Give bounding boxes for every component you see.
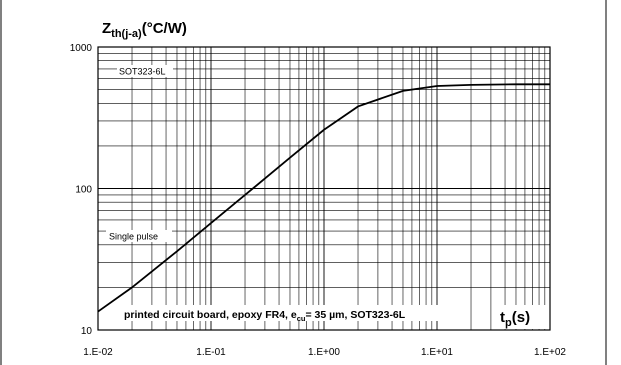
y-axis-label: Zth(j-a)(°C/W): [102, 20, 187, 40]
x-tick-label: 1.E-02: [83, 347, 113, 358]
y-axis-label-main: Z: [102, 20, 111, 37]
curve-label-bg: [106, 230, 172, 242]
x-tick-label: 1.E+02: [534, 347, 566, 358]
series-line: [97, 83, 550, 313]
x-axis-label-main: t: [500, 309, 505, 326]
x-axis-label-bg: [496, 305, 548, 329]
x-tick-label: 1.E+00: [308, 347, 340, 358]
package-label: SOT323-6L: [119, 67, 166, 77]
x-axis-label: tp(s): [500, 309, 530, 329]
grid: [98, 47, 550, 330]
tick-labels: 1.E-02 1.E-01 1.E+00 1.E+01 1.E+02 10 100 1000: [70, 43, 567, 358]
x-axis-label-unit: (s): [512, 309, 530, 326]
condition-label: printed circuit board, epoxy FR4, ecu= 3…: [124, 309, 406, 323]
x-axis-label-sub: p: [505, 317, 512, 329]
package-label-bg: [117, 65, 173, 77]
condition-label-bg: [120, 305, 460, 321]
curve-label: Single pulse: [109, 232, 158, 242]
y-tick-label: 100: [75, 185, 92, 196]
condition-label-prefix: printed circuit board, epoxy FR4, e: [124, 309, 297, 321]
condition-label-sub: cu: [297, 314, 306, 323]
x-tick-label: 1.E-01: [196, 347, 226, 358]
plot-border: [97, 46, 551, 331]
y-axis-label-unit: (°C/W): [142, 20, 187, 37]
y-axis-label-sub: th(j-a): [111, 28, 142, 40]
y-tick-label: 10: [81, 326, 93, 337]
x-tick-label: 1.E+01: [421, 347, 453, 358]
condition-label-suffix: = 35 µm, SOT323-6L: [305, 309, 405, 321]
y-tick-label: 1000: [70, 43, 93, 54]
